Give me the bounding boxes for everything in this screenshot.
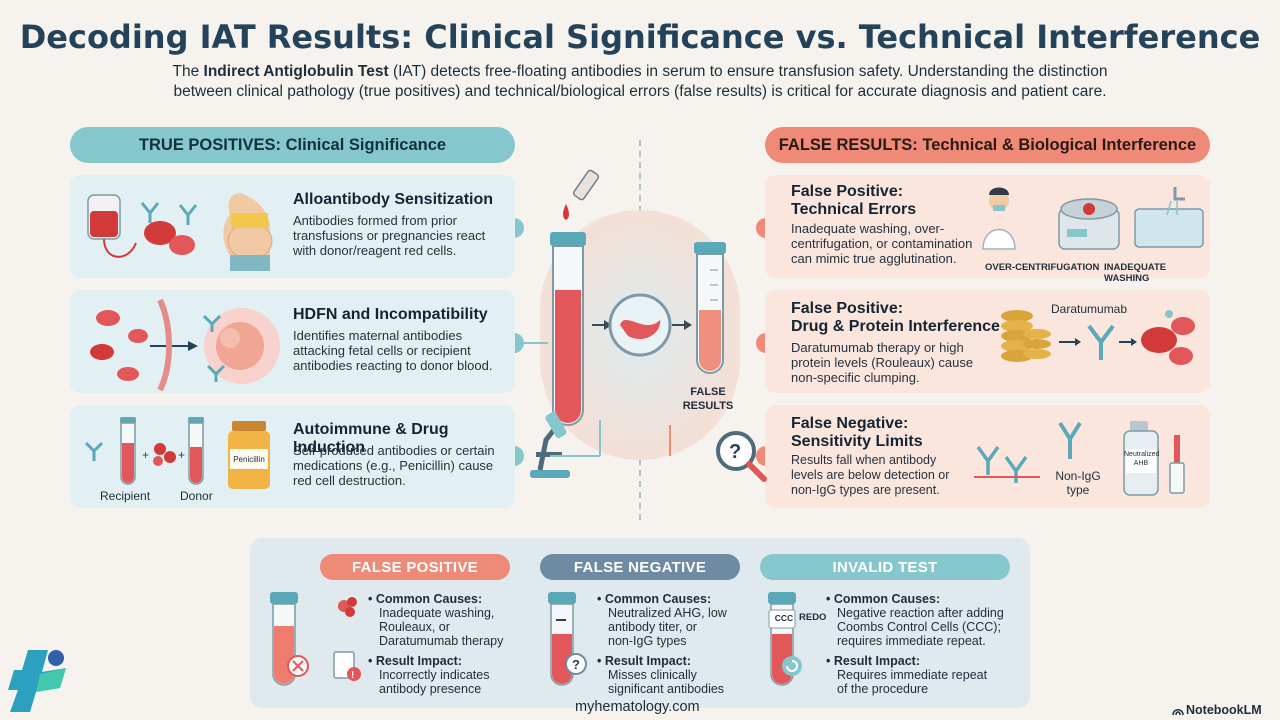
card-title: HDFN and Incompatibility [293,306,488,323]
page-title: Decoding IAT Results: Clinical Significa… [19,18,1261,56]
card-drug-protein: False Positive: Drug & Protein Interferen… [765,290,1210,393]
drug-reaction-icon: + + [84,417,270,489]
invalid-test-pill: INVALID TEST [760,554,1010,580]
card-technical-errors: False Positive: Technical Errors Inadequa… [765,175,1210,284]
test-tube-icon [550,232,586,426]
true-positives-header: TRUE POSITIVES: Clinical Significance [70,127,515,163]
card-title: Autoimmune & Drug Induction [293,421,449,456]
intro-text: The Indirect Antiglobulin Test (IAT) det… [172,63,1108,100]
false-negative-causes: • Common Causes: Neutralized AHG, low ant… [597,592,727,648]
card-body: Self-produced antibodies or certain medic… [293,443,495,488]
false-positive-impact: • Result Impact: Incorrectly indicates an… [368,654,490,696]
card-body: Results fall when antibody levels are bel… [791,453,950,497]
footer-site: myhematology.com [575,699,700,715]
false-positive-tube-icon: ! [270,592,361,686]
card-alloantibody: Alloantibody Sensitization Antibodies fo… [70,175,515,278]
footer-brand: NotebookLM [1186,703,1262,717]
medical-cross-logo [8,650,66,712]
false-results-label: FALSE RESULTS [682,386,734,412]
svg-text:+: + [142,448,149,462]
question-magnifier-icon: ? [716,431,767,482]
card-body: Antibodies formed from prior transfusions… [293,213,486,258]
fetal-cells-icon [90,298,280,391]
card-body: Identifies maternal antibodies attacking … [293,328,493,373]
over-centrifugation-caption: OVER-CENTRIFUGATION [985,262,1100,273]
low-antibody-icon [974,421,1185,496]
lab-equipment-icon [982,187,1204,250]
transfusion-pregnancy-icon [87,193,273,271]
magnified-cell-icon [608,293,672,357]
graduated-tube-icon [694,242,726,374]
false-results-header: FALSE RESULTS: Technical & Biological In… [765,127,1210,163]
ccc-label: CCC [774,613,794,623]
non-igg-caption: Non-IgG type [1055,469,1101,497]
invalid-test-tube-icon [768,592,802,686]
svg-text:?: ? [729,441,741,463]
dropper-icon [563,169,600,220]
false-negative-impact: • Result Impact: Misses clinically signif… [597,654,725,696]
card-hdfn: HDFN and Incompatibility Identifies mate… [70,290,515,393]
card-title: False Positive: Technical Errors [791,183,917,218]
svg-text:!: ! [351,670,354,681]
neutralized-ahb-label: Neutralized AHB [1124,451,1160,467]
center-illustration [530,169,726,478]
invalid-test-causes: • Common Causes: Negative reaction after… [826,592,1004,648]
invalid-test-impact: • Result Impact: Requires immediate repe… [826,654,988,696]
card-body: Inadequate washing, over-centrifugation,… [791,221,973,266]
notebooklm-icon [1172,709,1184,716]
card-title: False Positive: Drug & Protein Interferen… [791,300,1000,335]
inadequate-washing-caption: INADEQUATE WASHING [1104,262,1167,284]
false-positive-causes: • Common Causes: Inadequate washing, Roul… [368,592,504,648]
daratumumab-caption: Daratumumab [1051,302,1128,316]
svg-text:+: + [178,448,185,462]
microscope-icon [530,411,570,478]
card-title: False Negative: Sensitivity Limits [791,415,923,450]
false-negative-pill: FALSE NEGATIVE [540,554,740,580]
card-body: Daratumumab therapy or high protein level… [791,340,974,385]
false-negative-tube-icon: ? [548,592,587,686]
penicillin-label: Penicillin [233,455,265,464]
svg-text:?: ? [572,657,580,672]
rouleaux-antibody-icon [1001,310,1195,365]
false-positive-pill: FALSE POSITIVE [320,554,510,580]
card-title: Alloantibody Sensitization [293,191,494,208]
recipient-label: Recipient [100,489,151,503]
card-sensitivity: False Negative: Sensitivity Limits Result… [765,405,1210,508]
redo-label: REDO [799,612,827,623]
card-autoimmune: + + Penicillin Recipient Donor Autoimmun… [70,405,515,508]
donor-label: Donor [180,489,213,503]
